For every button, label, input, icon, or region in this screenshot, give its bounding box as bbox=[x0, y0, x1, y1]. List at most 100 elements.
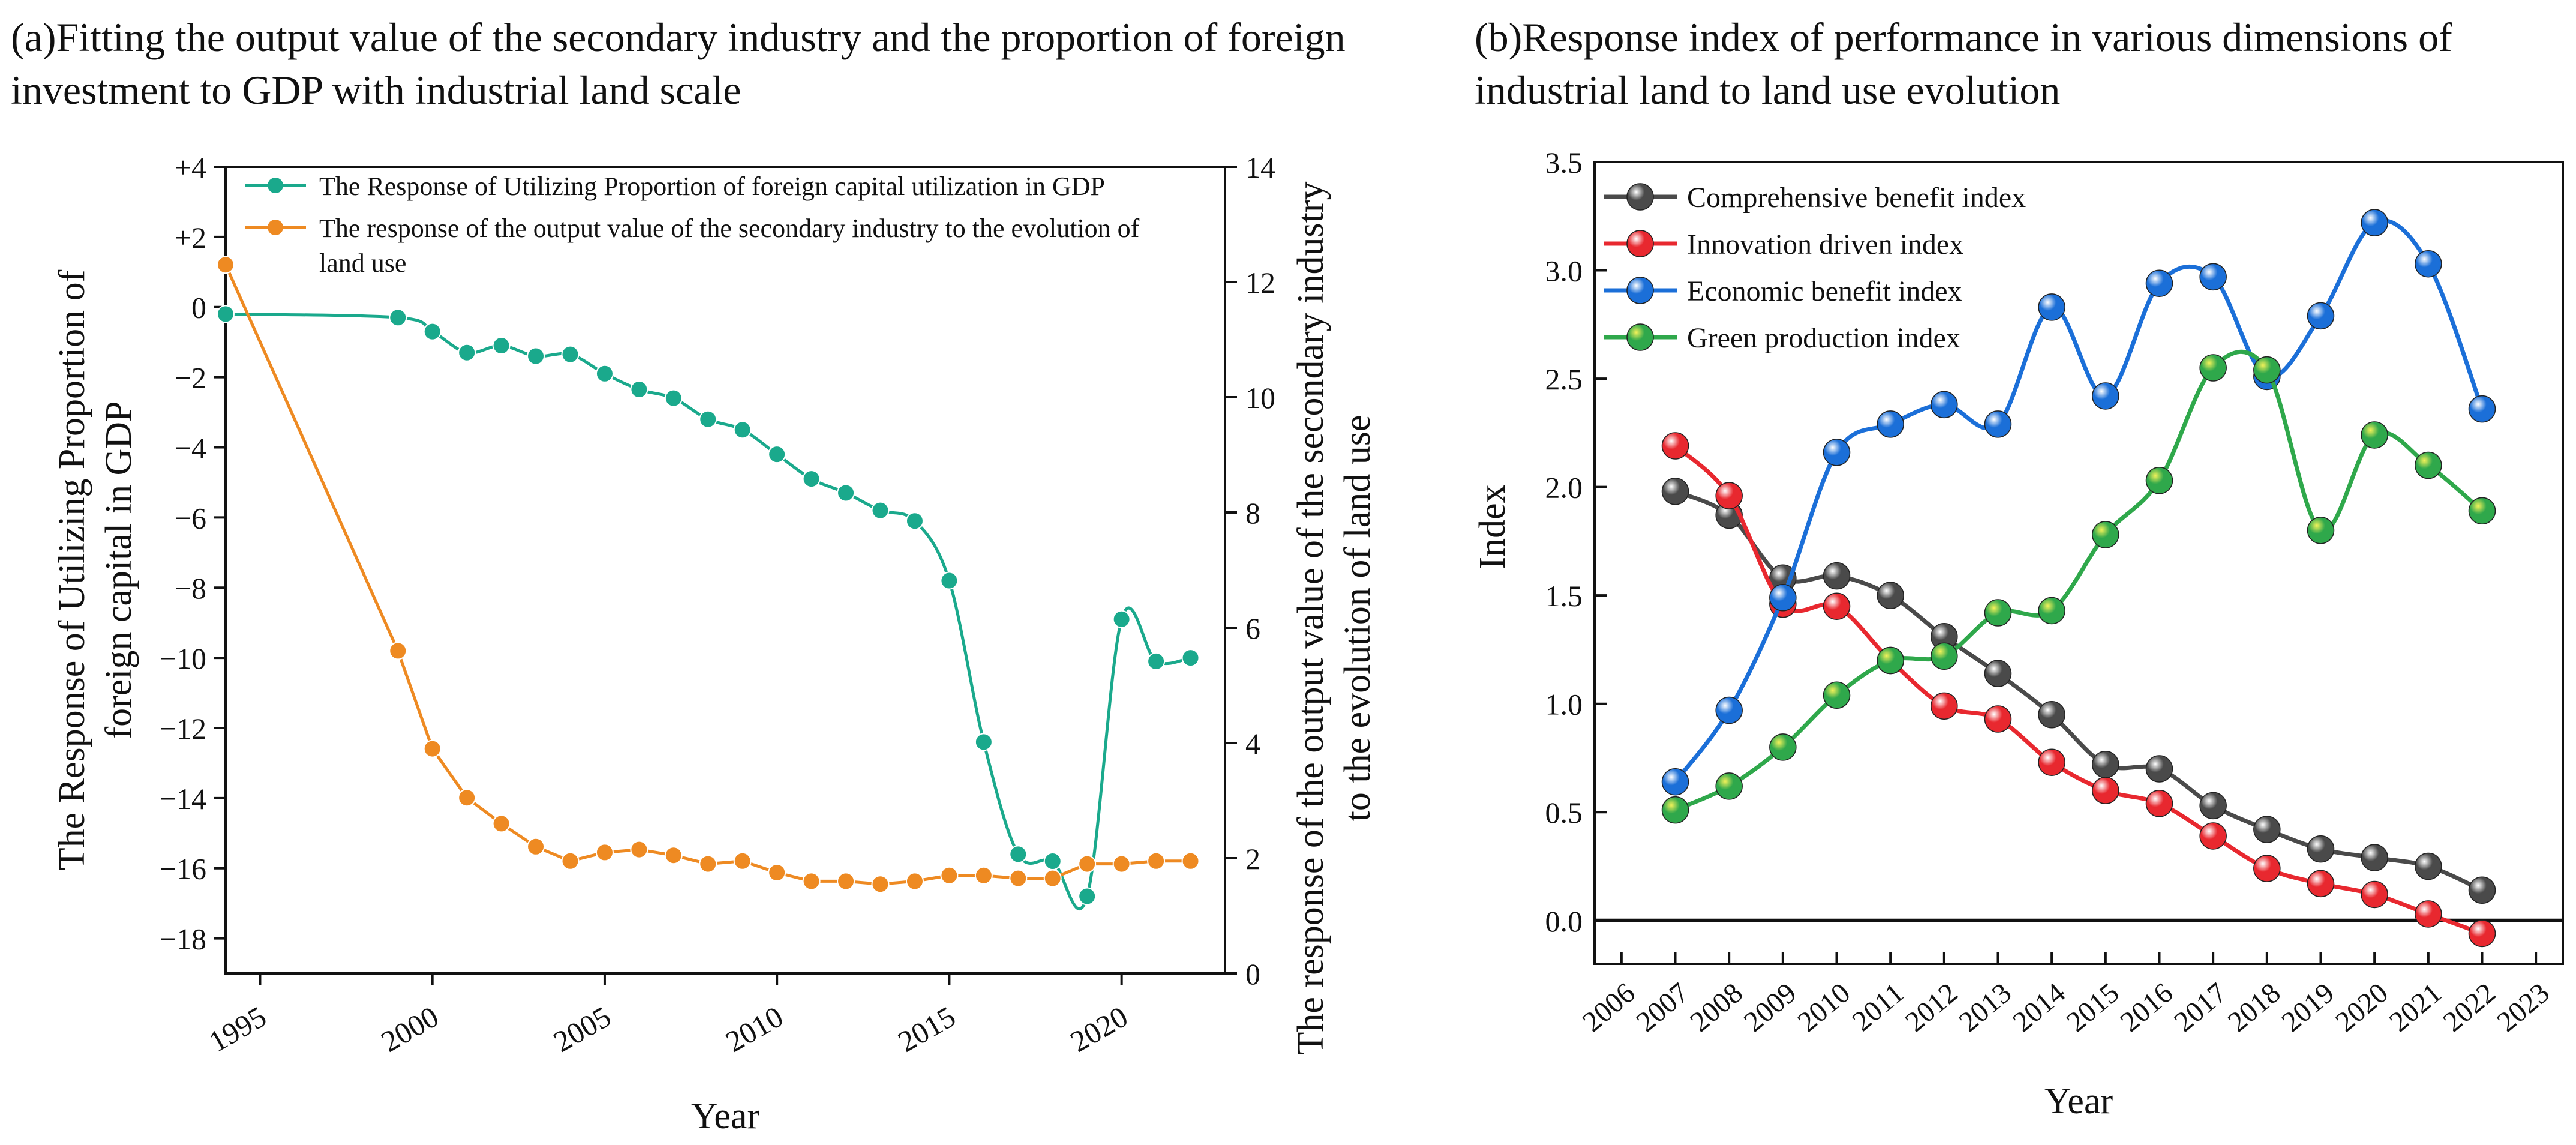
x-tick-label-b: 2007 bbox=[1631, 977, 1695, 1038]
data-point-b-0 bbox=[1877, 582, 1904, 609]
legend-marker-a-0 bbox=[268, 178, 283, 193]
series-line-a-0 bbox=[225, 312, 1191, 910]
legend-label-a-1: The response of the output value of the … bbox=[319, 214, 1140, 278]
data-point-a-1 bbox=[1181, 852, 1200, 870]
data-point-b-1 bbox=[2199, 822, 2227, 850]
y-tick-label-left-a: −6 bbox=[175, 501, 206, 535]
data-point-b-0 bbox=[2092, 751, 2119, 778]
data-point-a-1 bbox=[940, 866, 959, 885]
data-point-b-0 bbox=[2199, 792, 2227, 820]
data-point-b-3 bbox=[2253, 356, 2281, 384]
data-point-b-2 bbox=[2038, 293, 2065, 321]
data-point-a-0 bbox=[699, 410, 717, 428]
x-tick-label-b: 2008 bbox=[1684, 977, 1749, 1038]
data-point-b-3 bbox=[2415, 451, 2442, 479]
x-tick-label-b: 2010 bbox=[1792, 977, 1857, 1038]
data-point-a-0 bbox=[423, 322, 442, 341]
x-tick-label-a: 2015 bbox=[892, 999, 961, 1058]
y-tick-label-right-a: 6 bbox=[1245, 612, 1260, 645]
legend-label-b-3: Green production index bbox=[1687, 322, 1960, 354]
y-tick-label-right-a: 14 bbox=[1245, 151, 1275, 184]
x-tick-label-b: 2017 bbox=[2168, 977, 2233, 1038]
y-tick-label-b: 0.5 bbox=[1545, 796, 1583, 829]
legend-label-a-0: The Response of Utilizing Proportion of … bbox=[319, 172, 1105, 201]
chart-a: +4 +2 0 −2 −4 −6 −8 −10 −12 −14 −16 −18 0 2 4 6 8 10 12 14 1… bbox=[52, 151, 1378, 1137]
y-axis-label-left-line1: The Response of Utilizing Proportion of bbox=[52, 269, 92, 870]
y-tick-label-left-a: 0 bbox=[191, 291, 206, 325]
data-point-b-3 bbox=[1769, 733, 1797, 761]
x-tick-label-b: 2014 bbox=[2007, 977, 2071, 1038]
x-tick-label-b: 2020 bbox=[2329, 977, 2394, 1038]
x-tick-label-a: 2000 bbox=[376, 999, 445, 1058]
data-point-a-0 bbox=[217, 305, 235, 323]
y-tick-label-right-a: 2 bbox=[1245, 842, 1260, 876]
x-tick-label-b: 2006 bbox=[1577, 977, 1641, 1038]
data-point-a-1 bbox=[458, 789, 476, 807]
x-tick-label-b: 2011 bbox=[1847, 977, 1910, 1038]
data-point-a-1 bbox=[630, 840, 648, 859]
data-point-b-3 bbox=[2307, 517, 2335, 544]
y-tick-label-b: 0.0 bbox=[1545, 904, 1583, 938]
data-point-b-3 bbox=[2199, 354, 2227, 382]
data-point-b-1 bbox=[2307, 870, 2335, 898]
data-point-a-0 bbox=[389, 308, 407, 327]
data-point-b-3 bbox=[2145, 467, 2173, 494]
data-point-b-3 bbox=[1715, 772, 1743, 800]
data-point-b-1 bbox=[1823, 592, 1851, 620]
data-point-b-1 bbox=[2092, 777, 2119, 804]
data-point-b-0 bbox=[1984, 660, 2012, 687]
data-point-b-0 bbox=[2361, 844, 2388, 871]
data-point-b-0 bbox=[1661, 478, 1689, 505]
y-tick-label-b: 2.5 bbox=[1545, 362, 1583, 396]
data-point-a-0 bbox=[1009, 845, 1028, 864]
data-point-b-1 bbox=[2038, 748, 2065, 776]
x-tick-label-b: 2013 bbox=[1953, 977, 2018, 1038]
legend-label-line: The response of the output value of the … bbox=[319, 214, 1140, 243]
x-axis-label-b: Year bbox=[2044, 1081, 2113, 1122]
data-point-a-0 bbox=[458, 343, 476, 362]
data-point-a-1 bbox=[974, 866, 993, 885]
series-line-b-1 bbox=[1674, 444, 2483, 936]
data-point-b-2 bbox=[2145, 269, 2173, 297]
legend-label-b-1: Innovation driven index bbox=[1687, 229, 1963, 260]
y-tick-label-left-a: +4 bbox=[175, 151, 206, 184]
legend-label-line: land use bbox=[319, 248, 406, 278]
data-point-a-0 bbox=[492, 337, 511, 355]
panel-a-title: (a)Fitting the output value of the secon… bbox=[11, 14, 1346, 113]
data-point-a-0 bbox=[1181, 649, 1200, 667]
data-point-b-1 bbox=[1984, 705, 2012, 733]
data-point-a-1 bbox=[733, 852, 752, 870]
data-point-a-0 bbox=[733, 421, 752, 439]
data-point-b-0 bbox=[2307, 835, 2335, 863]
data-point-a-1 bbox=[217, 256, 235, 274]
data-point-b-3 bbox=[2038, 597, 2065, 625]
data-point-a-1 bbox=[561, 852, 580, 870]
legend-marker-b-0 bbox=[1626, 183, 1654, 211]
y-tick-label-left-a: −4 bbox=[175, 431, 206, 464]
data-point-a-1 bbox=[1112, 855, 1131, 873]
y-tick-label-left-a: −16 bbox=[160, 852, 206, 886]
data-point-a-0 bbox=[561, 345, 580, 364]
data-point-b-2 bbox=[2307, 302, 2335, 330]
data-point-a-1 bbox=[1043, 869, 1062, 888]
data-point-b-1 bbox=[1715, 482, 1743, 509]
data-point-a-0 bbox=[527, 347, 545, 365]
data-point-b-2 bbox=[2092, 382, 2119, 410]
data-point-a-1 bbox=[595, 843, 614, 862]
series-line-b-0 bbox=[1674, 489, 2483, 892]
x-tick-label-a: 2020 bbox=[1065, 999, 1134, 1058]
data-point-b-3 bbox=[1931, 642, 1958, 670]
data-point-a-0 bbox=[630, 380, 648, 399]
y-tick-label-right-a: 4 bbox=[1245, 727, 1260, 760]
data-point-b-2 bbox=[1877, 410, 1904, 438]
x-tick-label-a: 1995 bbox=[203, 999, 272, 1058]
legend-marker-a-1 bbox=[268, 220, 283, 235]
y-tick-label-right-a: 10 bbox=[1245, 381, 1275, 415]
data-point-b-2 bbox=[2415, 250, 2442, 278]
data-point-a-0 bbox=[871, 501, 890, 520]
data-point-a-1 bbox=[768, 864, 786, 882]
data-point-b-1 bbox=[1931, 692, 1958, 720]
legend-marker-b-3 bbox=[1626, 323, 1654, 351]
y-tick-label-left-a: −2 bbox=[175, 361, 206, 395]
data-point-b-2 bbox=[1984, 410, 2012, 438]
